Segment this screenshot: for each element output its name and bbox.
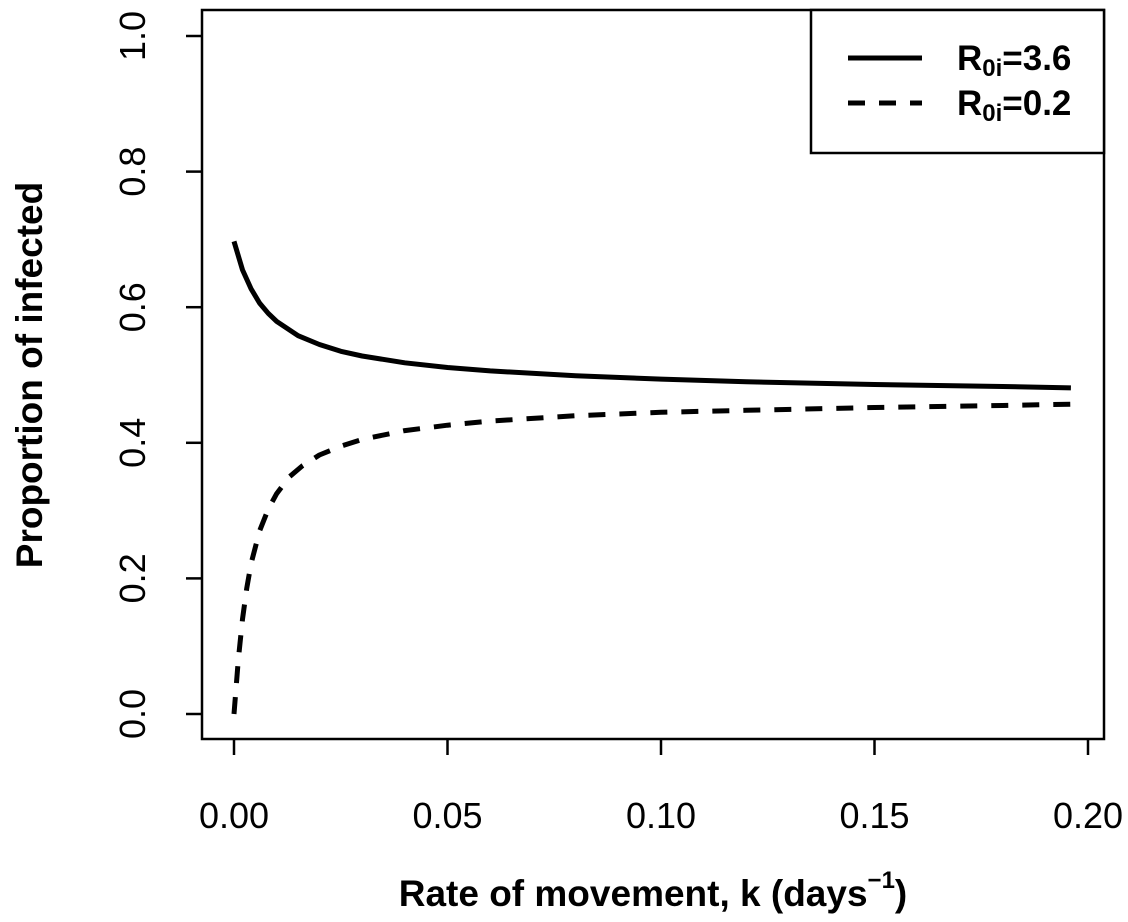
legend-box [809, 8, 1106, 155]
series-line-r0i-0-2 [231, 401, 1071, 715]
y-axis-title: Proportion of infected [9, 182, 50, 568]
y-tick-label: 0.6 [112, 282, 153, 332]
x-axis: 0.00 0.05 0.10 0.15 0.20 [199, 739, 1123, 836]
x-axis-title-close: ) [895, 873, 907, 914]
legend-label-series-1: R0i=3.6 [957, 39, 1071, 82]
y-tick-label: 0.4 [112, 418, 153, 468]
x-axis-title-superscript: −1 [868, 867, 895, 894]
x-axis-title: Rate of movement, k (days−1) [399, 867, 908, 914]
x-tick-label: 0.15 [839, 795, 909, 836]
y-tick-label: 0.2 [112, 553, 153, 603]
y-tick-label: 1.0 [112, 11, 153, 61]
legend-label-series-1-main: R [957, 39, 982, 78]
x-axis-title-main: Rate of movement, k (days [399, 873, 868, 914]
legend-label-series-1-rest: =3.6 [1002, 39, 1071, 78]
legend-label-series-2-main: R [957, 84, 982, 123]
legend: R0i=3.6 R0i=0.2 [809, 8, 1106, 155]
series-layer [231, 240, 1071, 715]
legend-label-series-2-sub: 0i [982, 100, 1002, 127]
x-tick-label: 0.05 [412, 795, 482, 836]
x-tick-label: 0.00 [199, 795, 269, 836]
legend-label-series-2: R0i=0.2 [957, 84, 1071, 127]
x-tick-label: 0.20 [1053, 795, 1123, 836]
x-tick-label: 0.10 [626, 795, 696, 836]
legend-label-series-1-sub: 0i [982, 55, 1002, 82]
legend-label-series-2-rest: =0.2 [1002, 84, 1071, 123]
y-tick-label: 0.8 [112, 147, 153, 197]
plot-frame [200, 8, 1106, 741]
y-axis: 0.0 0.2 0.4 0.6 0.8 1.0 [112, 11, 202, 739]
y-tick-label: 0.0 [112, 689, 153, 739]
series-line-r0i-3-6 [231, 240, 1071, 391]
